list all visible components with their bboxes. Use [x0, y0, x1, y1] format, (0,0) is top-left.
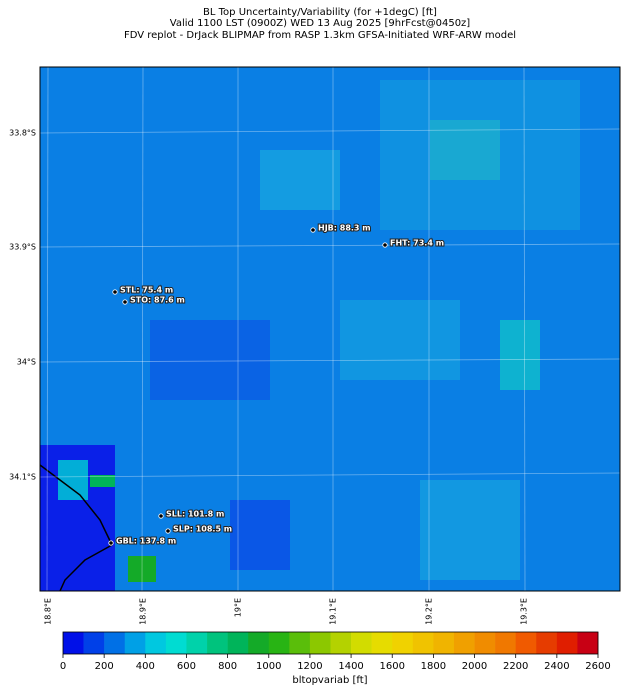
colorbar-segment	[515, 632, 537, 654]
station-marker	[158, 513, 164, 519]
colorbar-tick-label: 0	[60, 661, 66, 672]
lat-label: 34°S	[17, 358, 36, 367]
lon-label: 18.9°E	[139, 598, 148, 625]
map-patch	[58, 460, 88, 500]
station-label: SLP: 108.5 m	[173, 525, 232, 534]
colorbar-tick-label: 400	[136, 661, 155, 672]
colorbar-frame	[62, 631, 599, 655]
colorbar-segment	[351, 632, 372, 654]
station-marker	[165, 528, 171, 534]
colorbar-segment	[268, 632, 290, 654]
map-patch	[340, 300, 460, 380]
colorbar-segment	[104, 632, 126, 654]
colorbar-segment	[433, 632, 455, 654]
lon-label: 19.2°E	[425, 598, 434, 625]
title-line: BL Top Uncertainty/Variability (for +1de…	[203, 7, 437, 18]
colorbar-segment	[330, 632, 352, 654]
colorbar-segment	[536, 632, 558, 654]
lon-label: 19.3°E	[520, 598, 529, 625]
colorbar-tick-label: 1400	[338, 661, 363, 672]
colorbar-tick-label: 2200	[503, 661, 528, 672]
station-marker	[122, 299, 128, 305]
colorbar-segment	[227, 632, 249, 654]
colorbar-segment	[392, 632, 414, 654]
colorbar-segment	[371, 632, 393, 654]
map-frame	[39, 66, 621, 592]
station-label: FHT: 73.4 m	[390, 239, 444, 248]
lat-label: 34.1°S	[9, 473, 36, 482]
map-patch	[260, 150, 340, 210]
station-marker	[108, 540, 114, 546]
map-patch	[150, 320, 270, 400]
map-patch	[500, 320, 540, 390]
colorbar-segment	[474, 632, 496, 654]
colorbar-segment	[145, 632, 167, 654]
colorbar-segment	[453, 632, 475, 654]
colorbar-tick-label: 1600	[380, 661, 405, 672]
map-patch	[430, 120, 500, 180]
graticule	[39, 66, 621, 592]
title-line: FDV replot - DrJack BLIPMAP from RASP 1.…	[124, 30, 516, 41]
colorbar-segment	[248, 632, 270, 654]
lat-label: 33.8°S	[9, 129, 36, 138]
colorbar-tick-label: 200	[95, 661, 114, 672]
title-line: Valid 1100 LST (0900Z) WED 13 Aug 2025 […	[170, 18, 471, 29]
colorbar-segment	[309, 632, 331, 654]
lon-label: 19.1°E	[329, 598, 338, 625]
colorbar-tick-label: 2000	[462, 661, 487, 672]
colorbar-tick-label: 1800	[421, 661, 446, 672]
station-label: STO: 87.6 m	[130, 296, 185, 305]
colorbar-segment	[83, 632, 105, 654]
map-patch	[230, 500, 290, 570]
colorbar-segment	[412, 632, 434, 654]
map-patch	[420, 480, 520, 580]
station-marker	[382, 242, 388, 248]
map-patch	[128, 556, 156, 582]
station-label: GBL: 137.8 m	[116, 537, 176, 546]
colorbar-segment	[495, 632, 516, 654]
station-label: HJB: 88.3 m	[318, 224, 371, 233]
colorbar-label: bltopvariab [ft]	[292, 675, 367, 686]
colorbar-tick-label: 600	[177, 661, 196, 672]
colorbar-segment	[289, 632, 311, 654]
station-label: STL: 75.4 m	[120, 286, 173, 295]
colorbar-segment	[63, 632, 84, 654]
colorbar-segment	[207, 632, 228, 654]
colorbar-tick-label: 1000	[256, 661, 281, 672]
lon-label: 18.8°E	[44, 598, 53, 625]
colorbar-segment	[577, 632, 599, 654]
lon-label: 19°E	[234, 598, 243, 617]
colorbar-segment	[124, 632, 146, 654]
colorbar-tick-label: 800	[218, 661, 237, 672]
map-patch	[90, 475, 115, 487]
station-marker	[310, 227, 316, 233]
colorbar-tick-label: 1200	[297, 661, 322, 672]
lat-label: 33.9°S	[9, 243, 36, 252]
station-marker	[112, 289, 118, 295]
colorbar-segment	[186, 632, 208, 654]
colorbar-segment	[556, 632, 578, 654]
map	[39, 66, 621, 592]
colorbar-tick-label: 2600	[585, 661, 610, 672]
colorbar-segment	[165, 632, 187, 654]
colorbar-tick-label: 2400	[544, 661, 569, 672]
station-label: SLL: 101.8 m	[166, 510, 224, 519]
